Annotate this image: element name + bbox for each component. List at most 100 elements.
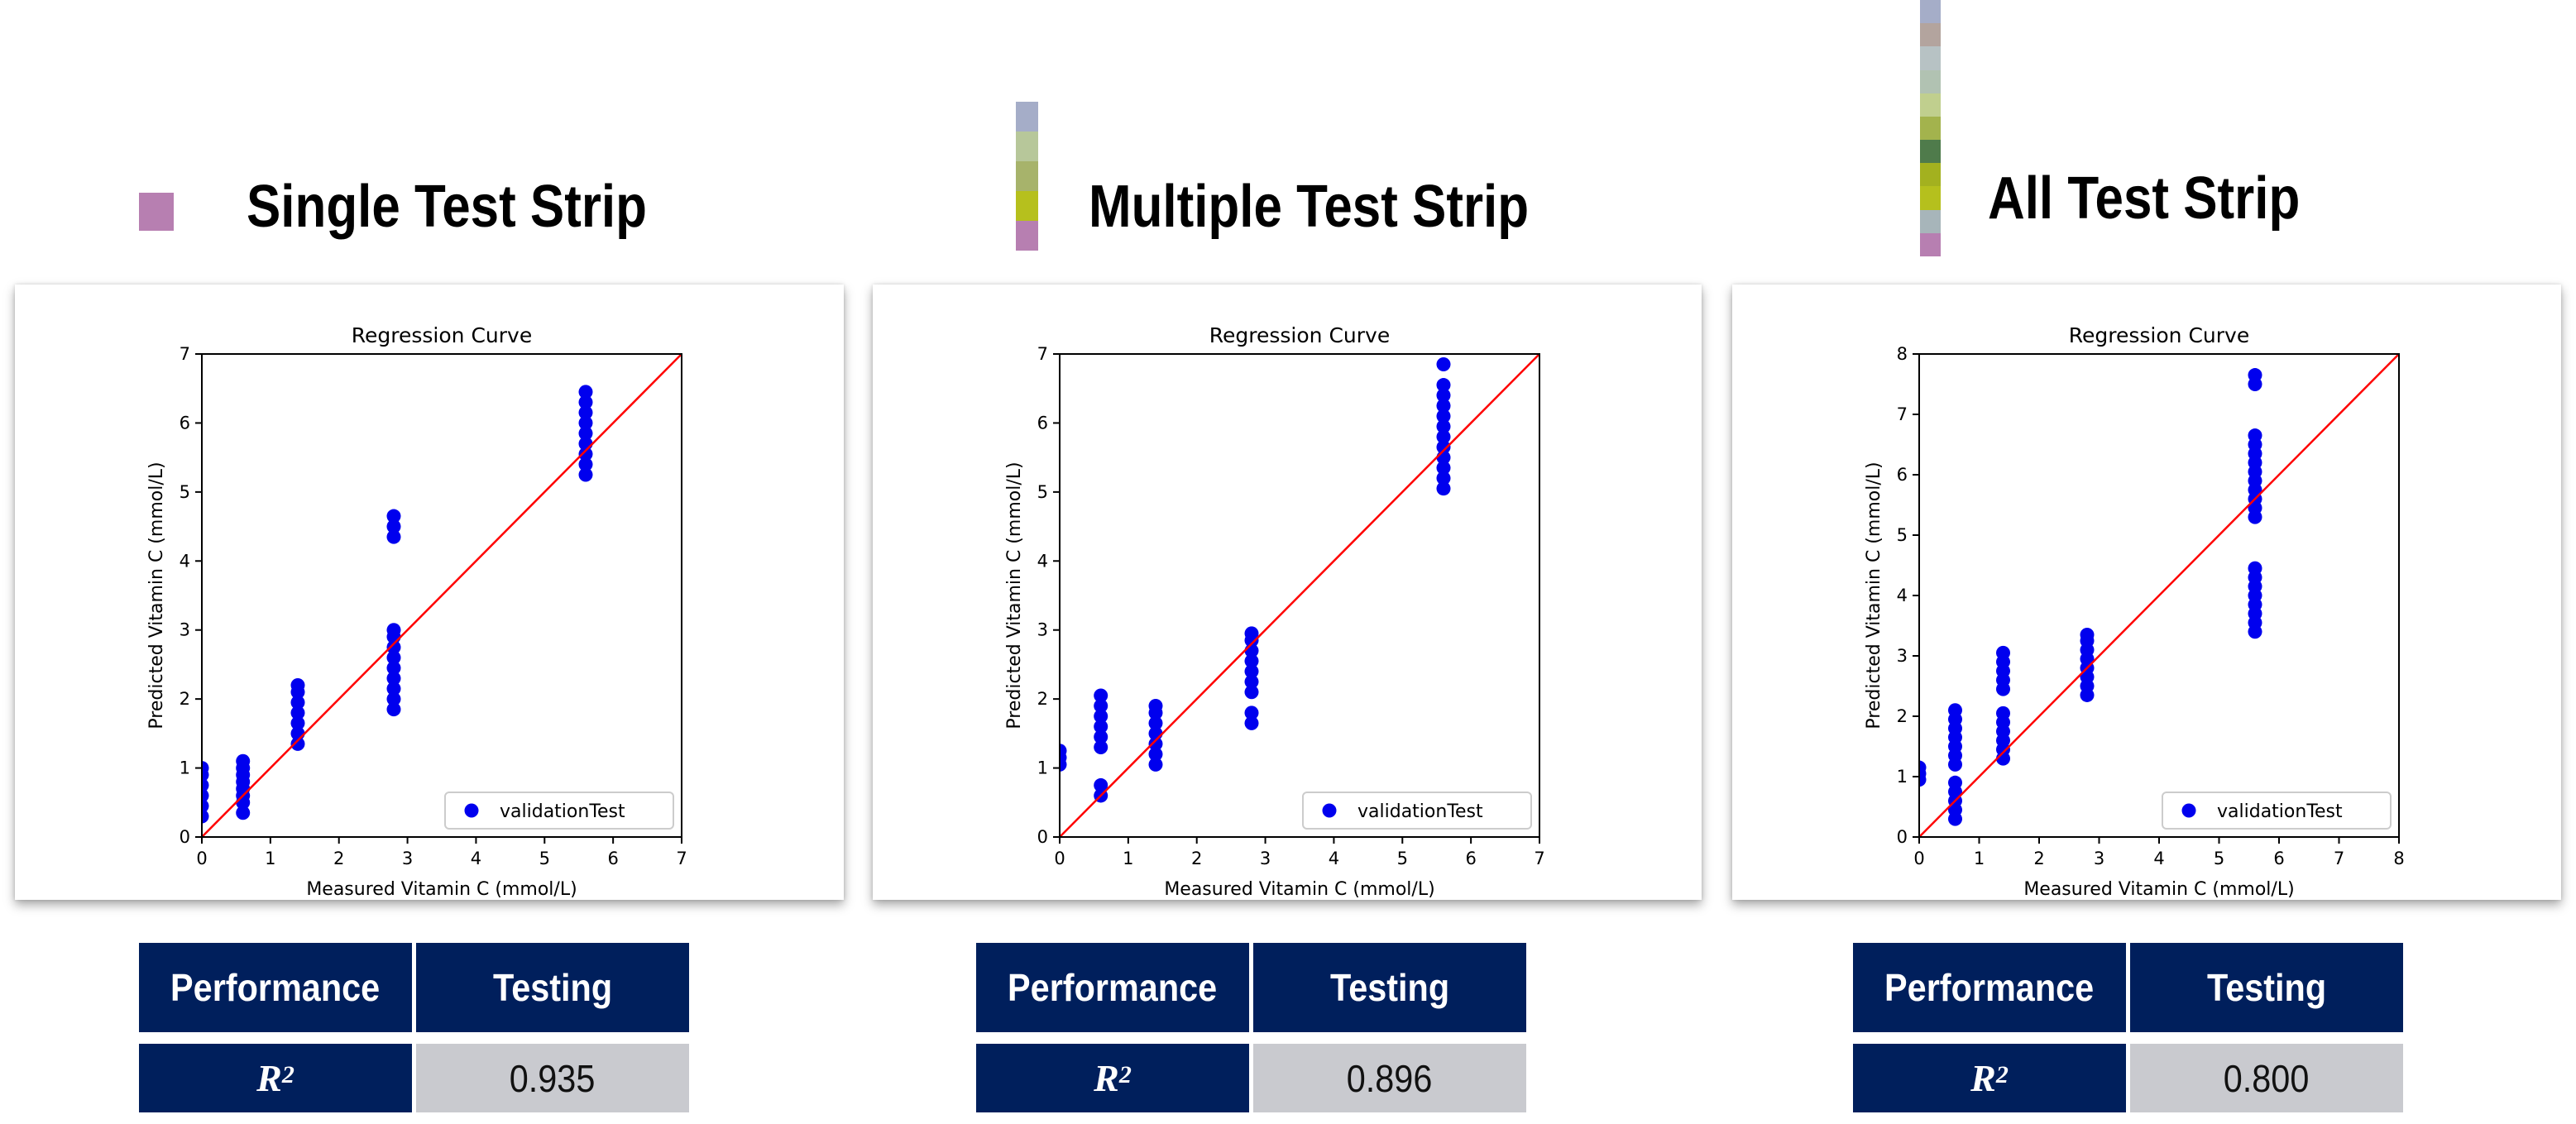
scatter-point <box>202 798 209 813</box>
scatter-point <box>1094 729 1108 744</box>
plot-frame <box>1059 353 1540 838</box>
scatter-point <box>2248 368 2262 383</box>
y-tick-label: 6 <box>1897 465 1908 485</box>
chart-card-all: Regression Curve 0 1 2 3 4 5 6 7 8 0 1 2 3 4 5 6 7 8 Measur… <box>1732 285 2561 900</box>
y-tick-label: 2 <box>1037 689 1048 709</box>
y-tick-label: 5 <box>180 482 190 502</box>
x-tick-label: 3 <box>402 849 413 868</box>
strip-color-segment <box>1920 163 1941 187</box>
x-axis-label: Measured Vitamin C (mmol/L) <box>2023 879 2294 900</box>
y-tick-label: 8 <box>1897 344 1908 364</box>
x-tick-label: 6 <box>607 849 618 868</box>
scatter-point <box>1436 399 1451 414</box>
scatter-point <box>1436 378 1451 393</box>
scatter-point <box>2248 561 2262 576</box>
x-tick-label: 2 <box>1191 849 1202 868</box>
scatter-point <box>290 677 305 692</box>
scatter-point <box>386 509 401 524</box>
scatter-point <box>202 777 209 792</box>
y-tick-label: 4 <box>1897 586 1908 605</box>
scatter-point <box>578 447 593 462</box>
scatter-point <box>202 809 209 824</box>
x-tick-label: 7 <box>2334 849 2344 868</box>
scatter-point <box>386 623 401 638</box>
y-axis-label: Predicted Vitamin C (mmol/L) <box>146 462 167 729</box>
regression-line <box>202 354 682 837</box>
strip-color-segment <box>1016 102 1038 132</box>
scatter-point <box>1244 653 1259 668</box>
regression-line <box>1919 354 2399 837</box>
scatter-point <box>1094 720 1108 734</box>
y-axis-label: Predicted Vitamin C (mmol/L) <box>1004 462 1025 729</box>
legend-label: validationTest <box>2217 801 2343 822</box>
strip-color-segment <box>1016 191 1038 221</box>
strip-color-segment <box>1920 93 1941 117</box>
legend-box <box>444 792 674 830</box>
y-tick-label: 0 <box>180 827 190 847</box>
legend-box <box>1302 792 1532 830</box>
plot-area <box>1060 354 1539 837</box>
legend-box <box>2162 792 2392 830</box>
x-axis-label: Measured Vitamin C (mmol/L) <box>306 879 577 900</box>
strip-swatch-all <box>1920 0 1941 256</box>
scatter-point <box>386 691 401 706</box>
x-tick-label: 1 <box>1974 849 1985 868</box>
scatter-point <box>1948 775 1962 790</box>
scatter-point <box>578 415 593 430</box>
x-tick-label: 2 <box>2033 849 2044 868</box>
y-tick-label: 0 <box>1037 827 1048 847</box>
regression-chart-all: Regression Curve 0 1 2 3 4 5 6 7 8 0 1 2 3 4 5 6 7 8 Measur… <box>1864 323 2405 900</box>
scatter-point <box>1148 747 1163 762</box>
legend-label: validationTest <box>500 801 625 822</box>
table-header-testing: Testing <box>416 943 689 1032</box>
x-tick-label: 0 <box>196 849 207 868</box>
scatter-point <box>1244 664 1259 679</box>
scatter-point <box>202 761 209 776</box>
scatter-point <box>1148 736 1163 751</box>
scatter-point <box>1436 388 1451 403</box>
scatter-point <box>290 705 305 720</box>
scatter-point <box>1436 429 1451 444</box>
scatter-point <box>1436 357 1451 372</box>
x-tick-label: 5 <box>539 849 550 868</box>
scatter-point <box>386 702 401 717</box>
y-tick-label: 4 <box>180 551 190 571</box>
strip-color-segment <box>1016 132 1038 161</box>
legend-label: validationTest <box>1357 801 1483 822</box>
scatter-point <box>1148 698 1163 713</box>
scatter-point <box>1148 715 1163 730</box>
scatter-point <box>1148 757 1163 772</box>
scatter-point <box>1436 461 1451 476</box>
strip-color-segment <box>1920 0 1941 24</box>
strip-color-segment <box>139 193 174 231</box>
y-tick-label: 1 <box>1037 758 1048 778</box>
chart-title: Regression Curve <box>2069 323 2249 347</box>
chart-title: Regression Curve <box>1209 323 1390 347</box>
legend-marker <box>2181 803 2196 818</box>
y-tick-label: 5 <box>1037 482 1048 502</box>
x-axis-label: Measured Vitamin C (mmol/L) <box>1164 879 1434 900</box>
y-tick-label: 3 <box>1037 620 1048 640</box>
x-tick-label: 4 <box>2153 849 2164 868</box>
scatter-point <box>1948 703 1962 718</box>
scatter-point <box>1436 481 1451 496</box>
regression-chart-single: Regression Curve 0 1 2 3 4 5 6 7 0 1 2 3 4 5 6 7 Measured… <box>146 323 687 900</box>
y-tick-label: 3 <box>1897 646 1908 666</box>
y-tick-label: 3 <box>180 620 190 640</box>
table-value-r-squared: 0.935 <box>416 1044 689 1112</box>
panel-title-multiple: Multiple Test Strip <box>1089 174 1530 240</box>
scatter-point <box>386 682 401 696</box>
scatter-point <box>1060 744 1067 758</box>
scatter-point <box>386 640 401 655</box>
table-header-performance: Performance <box>1853 943 2126 1032</box>
strip-color-segment <box>1920 46 1941 70</box>
scatter-point <box>290 715 305 730</box>
plot-area <box>202 354 682 837</box>
scatter-point <box>578 457 593 471</box>
y-tick-label: 6 <box>180 413 190 433</box>
scatter-point <box>1244 715 1259 730</box>
table-value-r-squared: 0.800 <box>2130 1044 2403 1112</box>
